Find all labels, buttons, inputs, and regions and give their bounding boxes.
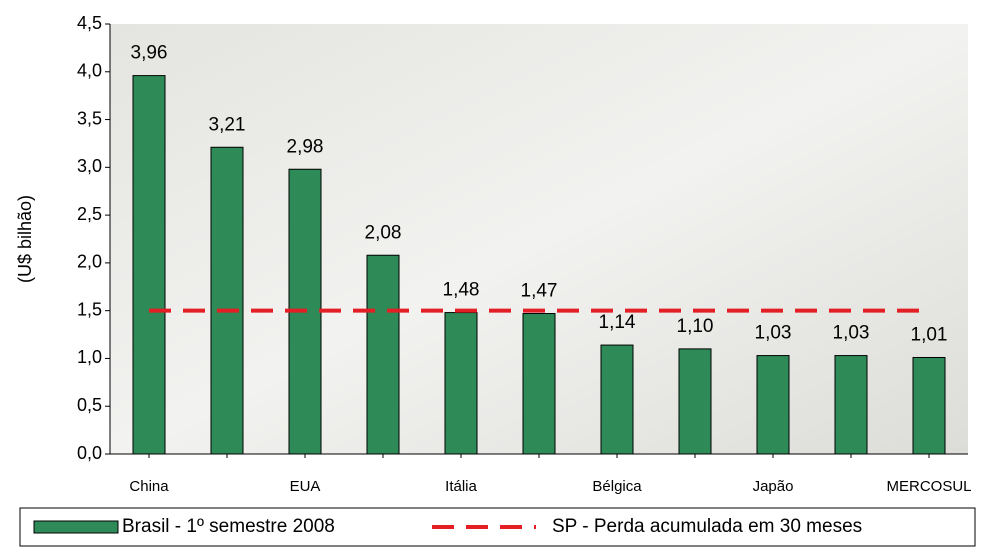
value-label: 1,14	[599, 312, 636, 333]
value-label: 1,48	[443, 280, 480, 301]
x-tick-label: China	[129, 478, 169, 495]
value-label: 3,96	[131, 43, 168, 64]
bar	[445, 313, 477, 454]
value-label: 1,10	[677, 316, 714, 337]
bar	[133, 76, 165, 454]
bar	[913, 357, 945, 454]
y-tick-label: 2,0	[77, 252, 102, 272]
y-tick-label: 4,0	[77, 61, 102, 81]
y-axis-label: (U$ bilhão)	[15, 195, 35, 283]
x-tick-label: Bélgica	[592, 478, 642, 495]
y-tick-label: 3,5	[77, 108, 102, 128]
y-tick-label: 1,0	[77, 347, 102, 367]
y-tick-label: 3,0	[77, 156, 102, 176]
legend-label: Brasil - 1º semestre 2008	[122, 516, 335, 537]
y-tick-label: 0,5	[77, 395, 102, 415]
bar	[679, 349, 711, 454]
legend-label: SP - Perda acumulada em 30 meses	[552, 516, 862, 537]
x-tick-label: Japão	[753, 478, 794, 495]
value-label: 3,21	[209, 114, 246, 135]
value-label: 1,03	[833, 323, 870, 344]
bar	[757, 356, 789, 454]
y-tick-label: 4,5	[77, 13, 102, 33]
y-tick-label: 1,5	[77, 299, 102, 319]
value-label: 1,47	[521, 281, 558, 302]
bar	[523, 314, 555, 454]
legend-swatch	[34, 521, 118, 533]
value-label: 2,08	[365, 222, 402, 243]
value-label: 1,03	[755, 323, 792, 344]
x-tick-label: Itália	[445, 478, 477, 495]
x-tick-label: MERCOSUL	[886, 478, 971, 495]
bar	[601, 345, 633, 454]
bar	[211, 147, 243, 454]
value-label: 1,01	[911, 325, 948, 346]
y-tick-label: 2,5	[77, 204, 102, 224]
chart: (U$ bilhão) 0,0 0,5 1,0 1,5 2,0 2,5 3,0 3,5 4,0 4…	[0, 0, 992, 548]
value-label: 2,98	[287, 136, 324, 157]
bar	[835, 356, 867, 454]
bar	[367, 255, 399, 454]
x-tick-label: EUA	[290, 478, 321, 495]
y-tick-label: 0,0	[77, 443, 102, 463]
